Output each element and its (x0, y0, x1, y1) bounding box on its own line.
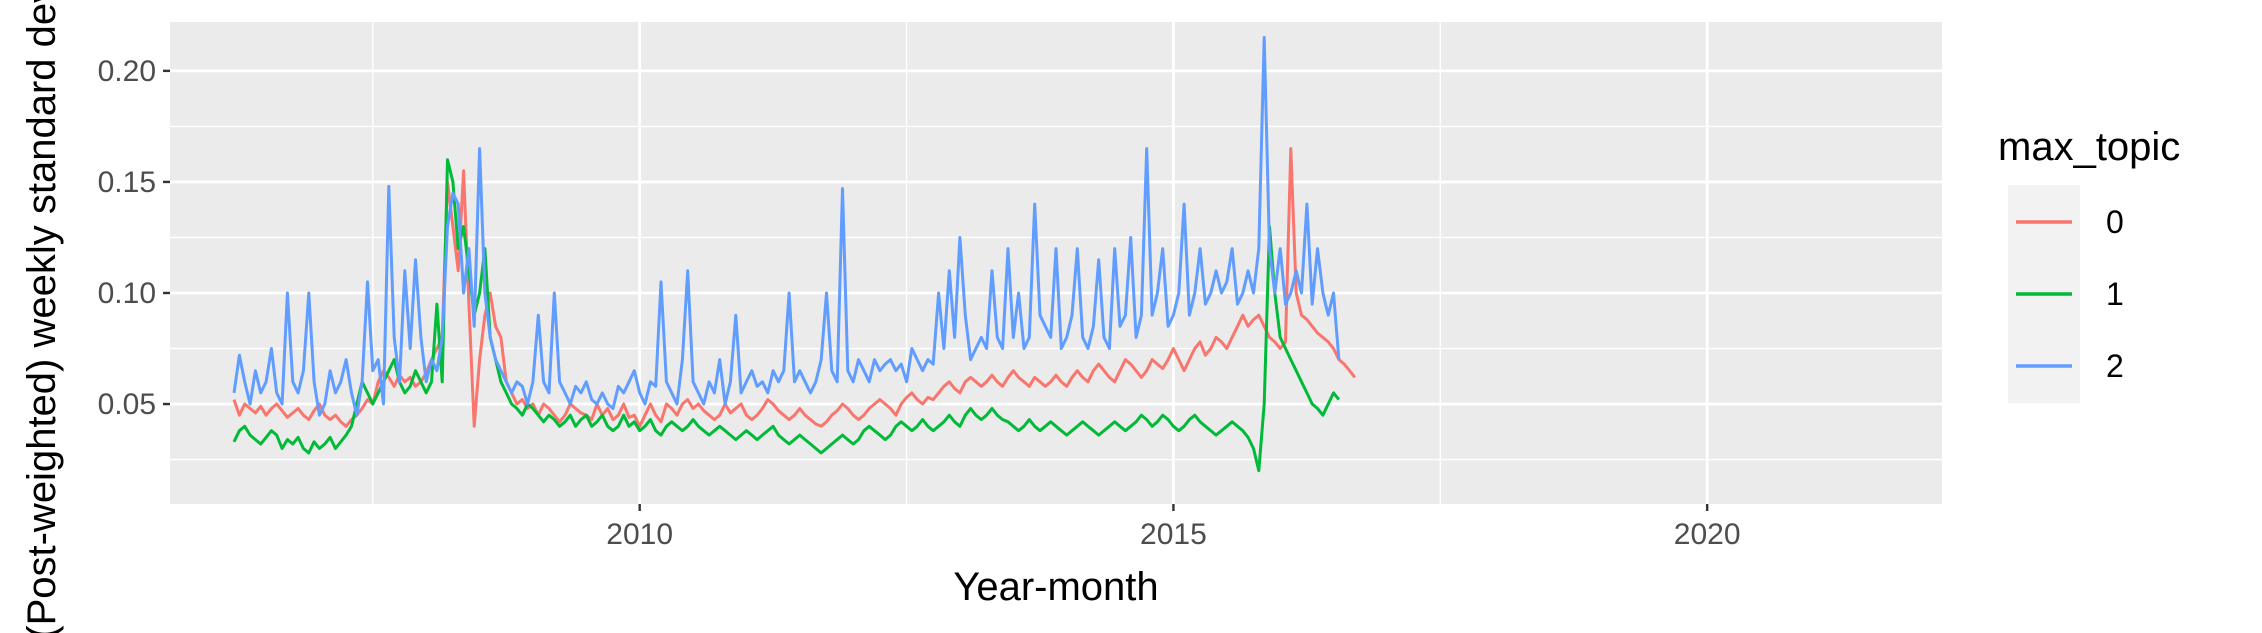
series-lines (232, 36, 1357, 473)
y-tick-label: 0.15 (98, 166, 156, 199)
axes: 2010 2015 2020 0.05 0.10 0.15 0.20 (98, 55, 1741, 551)
legend-label-0: 0 (2106, 204, 2124, 240)
y-axis-title: (Post-weighted) weekly standard deviatio… (20, 0, 64, 633)
x-tick-label: 2015 (1140, 518, 1207, 551)
y-tick-label: 0.20 (98, 55, 156, 88)
legend-title: max_topic (1998, 125, 2180, 169)
x-tick-label: 2020 (1674, 518, 1741, 551)
x-axis-title: Year-month (953, 565, 1158, 609)
grid-lines (170, 22, 1942, 504)
series-line-1 (232, 158, 1341, 473)
x-tick-label: 2010 (606, 518, 673, 551)
series-line-2 (232, 36, 1341, 417)
y-tick-label: 0.05 (98, 388, 156, 421)
legend-label-1: 1 (2106, 276, 2124, 312)
legend: max_topic 0 1 2 (1998, 125, 2180, 403)
y-tick-label: 0.10 (98, 277, 156, 310)
legend-label-2: 2 (2106, 348, 2124, 384)
